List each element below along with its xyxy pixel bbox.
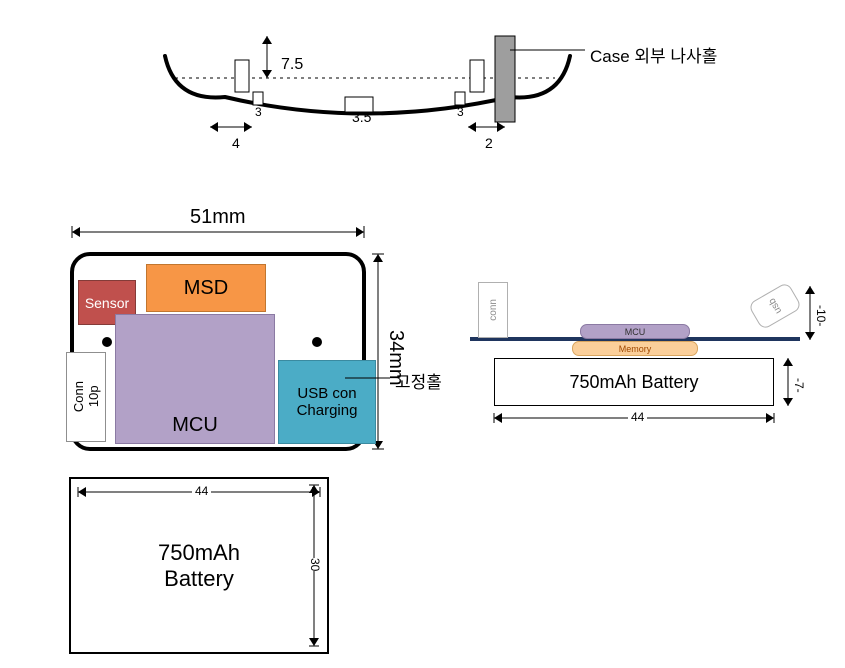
side-dim-7: -7-	[792, 378, 806, 393]
side-bat-label: 750mAh Battery	[569, 372, 698, 393]
battery-label-line1: 750mAh	[70, 540, 328, 566]
side-memory: Memory	[572, 341, 698, 356]
battery-dim-30: 30	[308, 558, 322, 571]
side-conn-label: conn	[488, 299, 499, 321]
side-mcu: MCU	[580, 324, 690, 339]
side-battery: 750mAh Battery	[494, 358, 774, 406]
side-mcu-label: MCU	[625, 327, 646, 337]
battery-dim-44: 44	[192, 484, 211, 498]
side-mem-label: Memory	[619, 344, 652, 354]
side-dim-10: -10-	[814, 305, 828, 326]
side-dim-44: 44	[628, 410, 647, 424]
side-usb-label: usb	[766, 296, 784, 315]
battery-label-line2: Battery	[70, 566, 328, 592]
battery-label: 750mAh Battery	[70, 540, 328, 592]
side-conn: conn	[478, 282, 508, 338]
diagram-canvas: 7.5 4 2 3 3 3.5 Case 외부 나사홀 MSD Sensor M…	[0, 0, 845, 668]
